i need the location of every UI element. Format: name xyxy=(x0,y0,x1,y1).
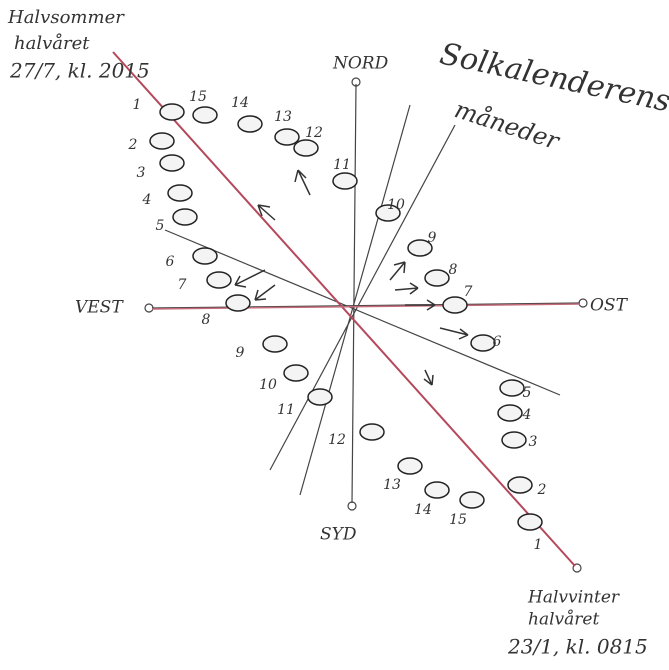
sun-marker xyxy=(359,423,385,441)
arrows xyxy=(234,169,469,386)
month-number: 5 xyxy=(156,218,165,234)
sun-marker xyxy=(424,269,450,287)
sun-marker xyxy=(507,476,533,494)
month-number: 1 xyxy=(133,97,142,113)
sun-marker xyxy=(470,334,496,352)
month-number: 6 xyxy=(166,254,175,270)
month-number: 13 xyxy=(274,109,292,125)
sun-marker xyxy=(283,364,309,382)
sun-marker xyxy=(499,379,525,397)
month-number: 10 xyxy=(387,197,405,213)
guide-line xyxy=(269,124,456,471)
month-number: 12 xyxy=(305,125,323,141)
direction-label: NORD xyxy=(332,54,389,74)
month-number: 9 xyxy=(236,345,245,361)
arrow xyxy=(394,282,419,295)
month-number: 13 xyxy=(383,477,401,493)
sun-marker xyxy=(459,491,485,509)
sun-marker xyxy=(307,388,333,406)
guide-line xyxy=(164,229,561,396)
sun-marker xyxy=(332,172,358,190)
arrow xyxy=(294,169,311,196)
sun-marker xyxy=(192,247,218,265)
month-number: 14 xyxy=(414,502,432,518)
axis-end xyxy=(578,298,588,308)
sun-marker xyxy=(517,513,543,531)
sun-marker xyxy=(225,294,251,312)
month-number: 1 xyxy=(534,537,543,553)
guide-line xyxy=(299,104,411,496)
arrow xyxy=(405,299,436,311)
month-number: 3 xyxy=(529,434,538,450)
sun-marker xyxy=(192,106,218,124)
guide-lines xyxy=(144,77,588,573)
month-number: 10 xyxy=(259,377,277,393)
direction-label: VEST xyxy=(75,298,124,318)
direction-label: SYD xyxy=(320,525,357,545)
equinox-line xyxy=(151,303,581,310)
west-east-axis xyxy=(151,302,581,309)
direction-label: OST xyxy=(590,296,629,316)
arrow xyxy=(389,261,406,281)
sun-marker xyxy=(206,271,232,289)
month-number: 2 xyxy=(128,137,138,153)
note-line: Halvsommer xyxy=(7,7,125,28)
sun-marker xyxy=(397,457,423,475)
sun-marker xyxy=(375,204,401,222)
sun-marker xyxy=(442,296,468,314)
month-number: 15 xyxy=(189,89,207,105)
month-number: 5 xyxy=(523,385,532,401)
note-line: halvåret xyxy=(528,610,599,630)
note-line: Halvvinter xyxy=(527,588,620,608)
month-number: 11 xyxy=(333,157,351,173)
month-number: 3 xyxy=(137,165,146,181)
month-number: 7 xyxy=(464,284,473,300)
sun-marker xyxy=(424,481,450,499)
sun-marker xyxy=(237,115,263,133)
sun-marker xyxy=(262,335,288,353)
arrow xyxy=(234,269,266,288)
sun-marker xyxy=(149,132,175,150)
month-number: 4 xyxy=(142,192,152,208)
month-number: 2 xyxy=(537,482,547,498)
axis-end xyxy=(144,303,154,313)
note-line: 23/1, kl. 0815 xyxy=(507,635,648,659)
month-number: 11 xyxy=(277,402,295,418)
axis-end xyxy=(347,501,357,511)
sun-marker xyxy=(497,404,523,422)
month-number: 12 xyxy=(328,432,346,448)
north-south-axis xyxy=(351,83,357,504)
sun-marker xyxy=(293,139,319,157)
arrow xyxy=(423,369,434,386)
sun-marker xyxy=(159,154,185,172)
arrow xyxy=(257,204,276,221)
sun-marker xyxy=(274,128,300,146)
month-number: 14 xyxy=(231,95,249,111)
month-number: 6 xyxy=(493,334,502,350)
note-line: 27/7, kl. 2015 xyxy=(9,59,150,83)
month-number: 15 xyxy=(449,512,467,528)
arrow xyxy=(254,284,276,301)
sun-marker xyxy=(159,103,185,121)
month-number: 8 xyxy=(449,262,458,278)
axis-end xyxy=(351,77,361,87)
month-number: 4 xyxy=(522,407,532,423)
solstice-line xyxy=(112,51,576,567)
axis-end xyxy=(572,563,582,573)
month-number: 7 xyxy=(178,277,187,293)
sun-marker xyxy=(172,208,198,226)
note-line: halvåret xyxy=(14,32,90,54)
arrow xyxy=(439,327,469,340)
month-number: 8 xyxy=(202,312,211,328)
month-number: 9 xyxy=(428,230,437,246)
sun-marker xyxy=(167,184,193,202)
sun-marker xyxy=(501,431,527,449)
sun-marker xyxy=(407,239,433,257)
